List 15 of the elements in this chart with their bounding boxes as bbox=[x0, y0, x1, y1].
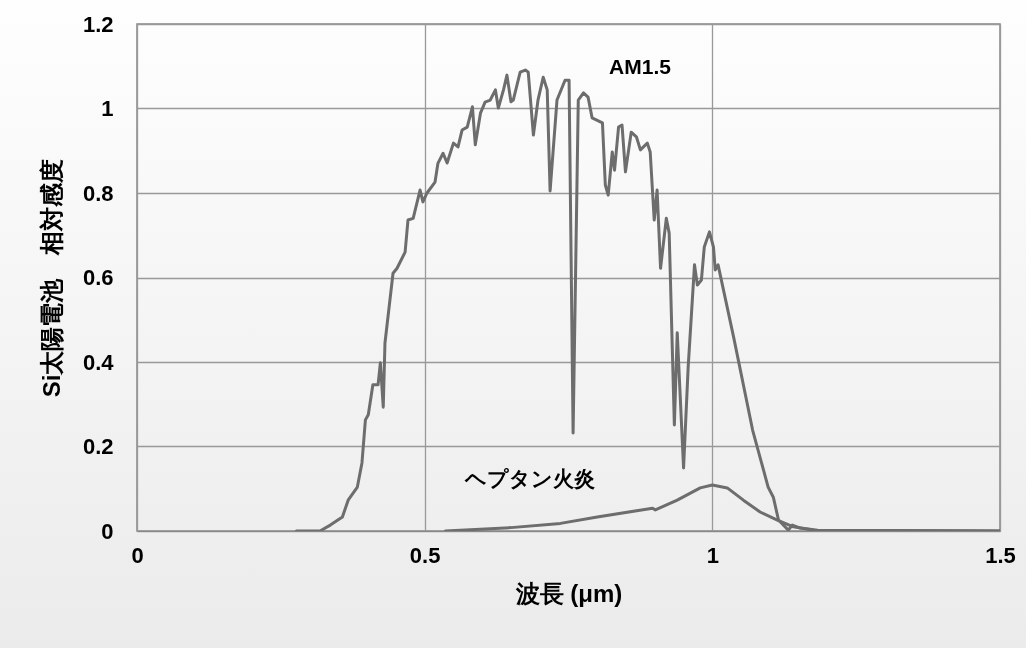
y-tick-label: 0.4 bbox=[82, 349, 115, 375]
y-tick-label: 0.8 bbox=[82, 180, 114, 206]
x-tick-label: 1 bbox=[706, 542, 719, 568]
y-tick-label: 0.6 bbox=[82, 265, 114, 290]
y-tick-label: 0 bbox=[101, 518, 114, 544]
y-tick-label: 1.2 bbox=[82, 11, 114, 37]
x-tick-label: 0 bbox=[131, 542, 144, 568]
y-tick-label: 1 bbox=[101, 96, 114, 121]
x-tick-label: 1.5 bbox=[985, 542, 1016, 568]
y-axis-title: Si太陽電池 相対感度 bbox=[37, 158, 65, 398]
annotation: ヘプタン火炎 bbox=[464, 467, 595, 490]
annotation: AM1.5 bbox=[609, 55, 672, 78]
y-tick-label: 0.2 bbox=[82, 434, 114, 459]
x-tick-label: 0.5 bbox=[409, 542, 441, 568]
x-axis-title: 波長 (μm) bbox=[514, 579, 623, 607]
